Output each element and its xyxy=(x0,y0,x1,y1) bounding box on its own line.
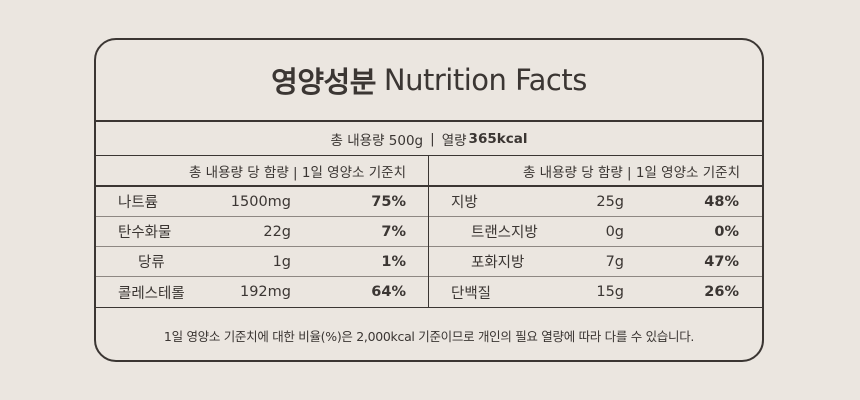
nutrient-percent: 48% xyxy=(704,193,739,210)
nutrient-name: 지방 xyxy=(451,195,478,211)
calories-label: 열량 xyxy=(441,132,467,149)
title-row: 영양성분 Nutrition Facts xyxy=(96,40,762,122)
total-content-row: 총 내용량 500g | 열량 365kcal xyxy=(96,122,762,156)
nutrient-percent: 47% xyxy=(704,253,739,270)
table-row: 당류 1g 1% xyxy=(96,247,428,277)
nutrient-percent: 26% xyxy=(704,284,739,300)
nutrient-name: 나트륨 xyxy=(118,195,159,211)
nutrient-amount: 1g xyxy=(272,253,291,270)
nutrient-amount: 25g xyxy=(596,193,624,210)
nutrient-name: 콜레스테롤 xyxy=(118,285,185,302)
nutrient-percent: 7% xyxy=(381,223,406,240)
right-column: 총 내용량 당 함량 | 1일 영양소 기준치 지방 25g 48% 트랜스지방… xyxy=(429,156,762,307)
nutrient-table: 총 내용량 당 함량 | 1일 영양소 기준치 나트륨 1500mg 75% 탄… xyxy=(96,156,762,308)
table-row: 나트륨 1500mg 75% xyxy=(96,187,428,217)
footnote: 1일 영양소 기준치에 대한 비율(%)은 2,000kcal 기준이므로 개인… xyxy=(163,328,695,344)
table-row: 포화지방 7g 47% xyxy=(429,247,762,277)
nutrient-amount: 15g xyxy=(596,284,624,300)
total-separator: | xyxy=(430,130,435,147)
left-column: 총 내용량 당 함량 | 1일 영양소 기준치 나트륨 1500mg 75% 탄… xyxy=(96,156,429,307)
table-row: 트랜스지방 0g 0% xyxy=(429,217,762,247)
nutrition-facts-panel: 영양성분 Nutrition Facts 총 내용량 500g | 열량 365… xyxy=(94,38,764,362)
nutrient-percent: 1% xyxy=(381,253,406,270)
table-row: 단백질 15g 26% xyxy=(429,277,762,307)
nutrient-percent: 75% xyxy=(371,193,406,210)
nutrient-amount: 22g xyxy=(263,223,291,240)
left-column-header: 총 내용량 당 함량 | 1일 영양소 기준치 xyxy=(96,156,428,187)
calories-value: 365kcal xyxy=(468,130,528,147)
nutrient-percent: 0% xyxy=(714,223,739,240)
nutrient-name: 트랜스지방 xyxy=(471,225,538,241)
nutrient-name: 포화지방 xyxy=(471,255,525,271)
nutrient-amount: 7g xyxy=(605,253,624,270)
nutrient-name: 당류 xyxy=(138,255,165,271)
nutrient-name: 단백질 xyxy=(451,285,492,302)
nutrient-amount: 1500mg xyxy=(230,193,291,210)
title-korean: 영양성분 xyxy=(271,65,376,99)
title-english: Nutrition Facts xyxy=(383,63,587,97)
total-content: 총 내용량 500g xyxy=(330,132,424,149)
nutrient-amount: 0g xyxy=(605,223,624,240)
nutrient-percent: 64% xyxy=(371,284,406,300)
table-row: 탄수화물 22g 7% xyxy=(96,217,428,247)
table-row: 지방 25g 48% xyxy=(429,187,762,217)
right-column-header: 총 내용량 당 함량 | 1일 영양소 기준치 xyxy=(429,156,762,187)
table-row: 콜레스테롤 192mg 64% xyxy=(96,277,428,307)
nutrient-name: 탄수화물 xyxy=(118,225,172,241)
nutrient-amount: 192mg xyxy=(239,284,291,300)
